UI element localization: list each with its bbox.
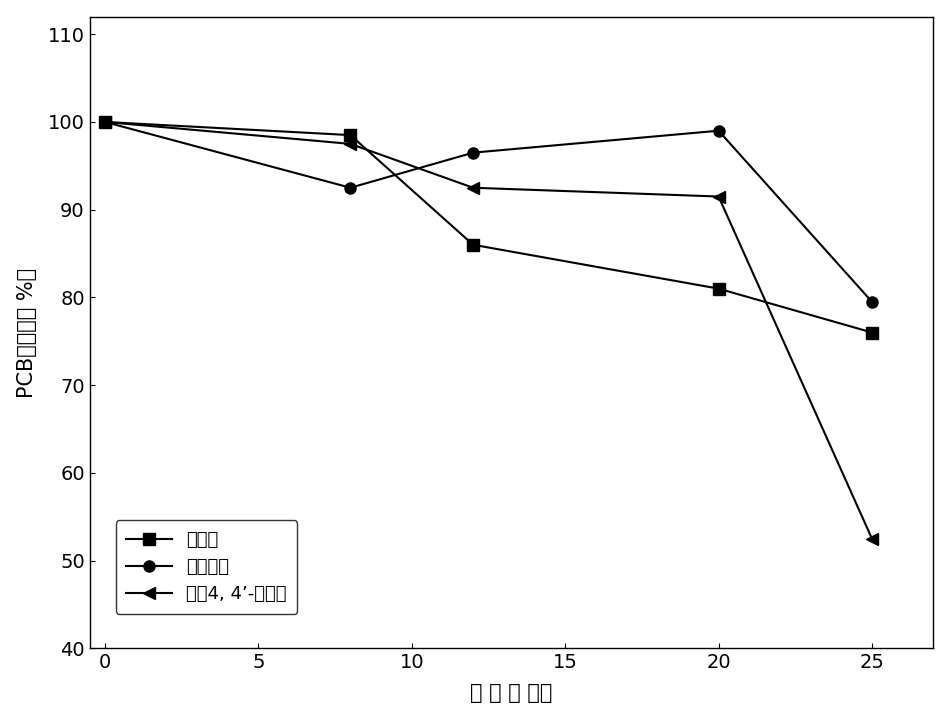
灭菌控制 — [345, 184, 356, 192]
灭菌控制 — [712, 127, 724, 135]
加入4, 4’-二渴苯 — [712, 192, 724, 201]
灭菌控制 — [467, 148, 479, 157]
加入4, 4’-二渴苯 — [345, 140, 356, 148]
Line: 灭菌控制: 灭菌控制 — [100, 117, 878, 307]
加入4, 4’-二渴苯 — [100, 117, 111, 126]
灭菌控制 — [866, 297, 878, 306]
Line: 原样品: 原样品 — [100, 117, 878, 338]
原样品 — [100, 117, 111, 126]
原样品 — [712, 284, 724, 293]
Line: 加入4, 4’-二渴苯: 加入4, 4’-二渴苯 — [100, 117, 878, 544]
原样品 — [866, 328, 878, 337]
加入4, 4’-二渴苯 — [866, 534, 878, 543]
原样品 — [345, 131, 356, 140]
灭菌控制 — [100, 117, 111, 126]
X-axis label: 时 间 （ 月）: 时 间 （ 月） — [470, 683, 553, 703]
原样品 — [467, 240, 479, 249]
加入4, 4’-二渴苯 — [467, 184, 479, 192]
Legend: 原样品, 灭菌控制, 加入4, 4’-二渴苯: 原样品, 灭菌控制, 加入4, 4’-二渴苯 — [116, 521, 297, 614]
Y-axis label: PCB剰余率（ %）: PCB剰余率（ %） — [17, 267, 37, 397]
